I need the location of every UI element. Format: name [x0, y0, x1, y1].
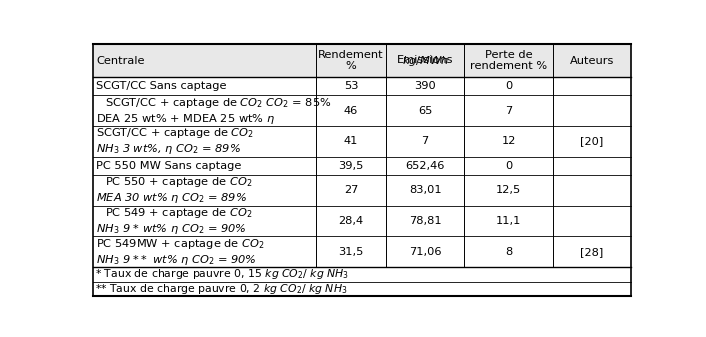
Text: PC 549MW + captage de $CO_2$: PC 549MW + captage de $CO_2$ [96, 237, 265, 251]
Text: 53: 53 [344, 81, 359, 91]
Text: $NH_3$ 3 wt%, $\eta$ $CO_2$ = 89%: $NH_3$ 3 wt%, $\eta$ $CO_2$ = 89% [96, 142, 241, 156]
Text: [28]: [28] [580, 247, 604, 257]
Text: $NH_3$ 9 $*$ wt% $\eta$ $CO_2$ = 90%: $NH_3$ 9 $*$ wt% $\eta$ $CO_2$ = 90% [96, 222, 246, 236]
Text: Emissions: Emissions [397, 55, 453, 65]
Text: 652,46: 652,46 [405, 161, 445, 171]
Text: Auteurs: Auteurs [570, 56, 614, 66]
Text: 31,5: 31,5 [338, 247, 364, 257]
Text: 83,01: 83,01 [409, 185, 441, 195]
Text: 27: 27 [344, 185, 358, 195]
Text: ** Taux de charge pauvre 0, 2 $kg$ $CO_2$/ $kg$ $NH_3$: ** Taux de charge pauvre 0, 2 $kg$ $CO_2… [95, 282, 348, 296]
Text: 11,1: 11,1 [496, 216, 521, 226]
Text: DEA 25 wt% + MDEA 25 wt% $\eta$: DEA 25 wt% + MDEA 25 wt% $\eta$ [96, 112, 275, 126]
Text: [20]: [20] [580, 136, 604, 146]
Text: SCGT/CC Sans captage: SCGT/CC Sans captage [96, 81, 227, 91]
Text: 65: 65 [418, 105, 432, 116]
Text: 12: 12 [501, 136, 515, 146]
Polygon shape [92, 44, 631, 77]
Text: 0: 0 [505, 161, 512, 171]
Text: 78,81: 78,81 [409, 216, 441, 226]
Text: * Taux de charge pauvre 0, 15 $kg$ $CO_2$/ $kg$ $NH_3$: * Taux de charge pauvre 0, 15 $kg$ $CO_2… [95, 267, 349, 281]
Text: Perte de
rendement %: Perte de rendement % [470, 50, 547, 71]
Text: SCGT/CC + captage de $CO_2$ $CO_2$ = 85%: SCGT/CC + captage de $CO_2$ $CO_2$ = 85% [104, 96, 331, 110]
Text: 39,5: 39,5 [338, 161, 364, 171]
Text: SCGT/CC + captage de $CO_2$: SCGT/CC + captage de $CO_2$ [96, 126, 254, 140]
Text: $kg/MWh$: $kg/MWh$ [402, 54, 448, 68]
Text: $NH_3$ 9 $**$ wt% $\eta$ $CO_2$ = 90%: $NH_3$ 9 $**$ wt% $\eta$ $CO_2$ = 90% [96, 253, 256, 267]
Text: 7: 7 [421, 136, 429, 146]
Text: 71,06: 71,06 [409, 247, 441, 257]
Text: 8: 8 [505, 247, 512, 257]
Text: PC 550 + captage de $CO_2$: PC 550 + captage de $CO_2$ [104, 175, 252, 189]
Text: PC 549 + captage de $CO_2$: PC 549 + captage de $CO_2$ [104, 206, 252, 220]
Text: 390: 390 [414, 81, 436, 91]
Text: PC 550 MW Sans captage: PC 550 MW Sans captage [96, 161, 241, 171]
Text: 28,4: 28,4 [338, 216, 364, 226]
Text: 12,5: 12,5 [496, 185, 521, 195]
Text: 7: 7 [505, 105, 512, 116]
Text: 0: 0 [505, 81, 512, 91]
Text: 41: 41 [344, 136, 358, 146]
Text: Rendement
%: Rendement % [318, 50, 384, 71]
Text: $MEA$ 30 wt% $\eta$ $CO_2$ = 89%: $MEA$ 30 wt% $\eta$ $CO_2$ = 89% [96, 191, 246, 205]
Text: 46: 46 [344, 105, 358, 116]
Text: Centrale: Centrale [96, 56, 145, 66]
